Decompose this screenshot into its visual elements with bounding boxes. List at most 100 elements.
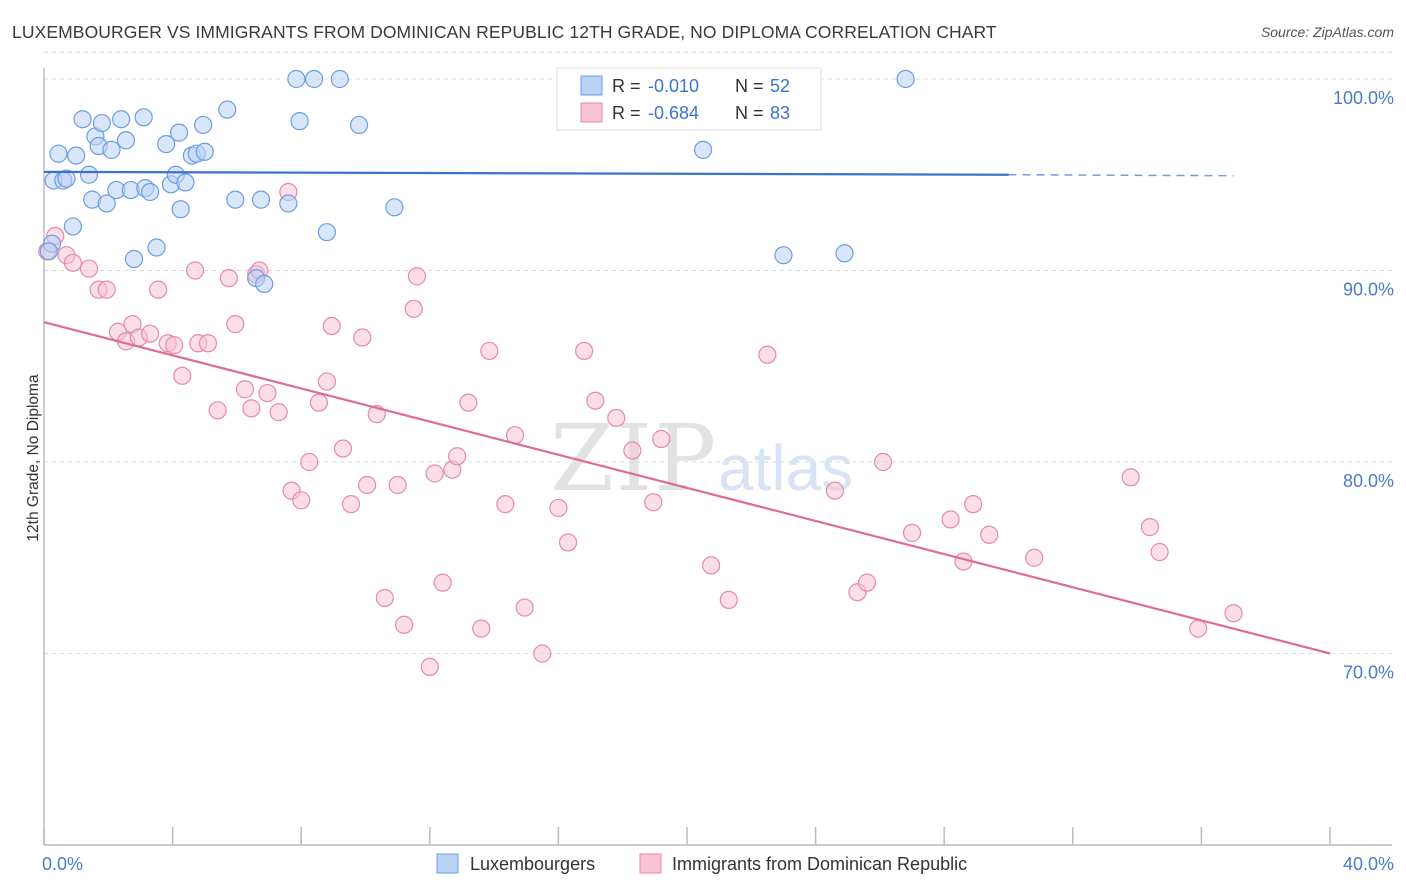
y-axis-label: 12th Grade, No Diploma	[25, 374, 42, 542]
point-immigrants-49	[448, 447, 467, 466]
bottom-legend-label-immigrants: Immigrants from Dominican Republic	[672, 854, 967, 874]
y-tick-label-3: 70.0%	[1343, 663, 1394, 683]
point-immigrants-77	[1025, 548, 1044, 567]
point-luxembourgers-6	[67, 146, 86, 165]
point-luxembourgers-17	[116, 131, 136, 150]
point-immigrants-59	[575, 341, 594, 361]
point-luxembourgers-44	[330, 69, 349, 89]
point-luxembourgers-37	[251, 190, 271, 209]
point-immigrants-70	[857, 573, 877, 592]
point-immigrants-41	[388, 475, 407, 495]
point-immigrants-78	[1121, 468, 1140, 487]
point-immigrants-33	[317, 372, 337, 391]
point-immigrants-57	[549, 498, 568, 518]
point-luxembourgers-19	[124, 249, 144, 269]
bottom-legend-swatch-pink	[639, 853, 662, 874]
point-luxembourgers-33	[195, 142, 214, 161]
point-immigrants-32	[309, 393, 328, 412]
top-legend: R = -0.010 N = 52 R = -0.684 N = 83	[556, 67, 822, 131]
y-tick-labels: 100.0% 90.0% 80.0% 70.0%	[1333, 88, 1394, 683]
y-tick-label-2: 80.0%	[1343, 471, 1394, 491]
point-luxembourgers-50	[896, 69, 915, 89]
point-immigrants-14	[165, 336, 184, 355]
point-luxembourgers-8	[79, 165, 99, 184]
point-immigrants-72	[902, 523, 922, 542]
point-immigrants-21	[226, 315, 245, 334]
point-immigrants-51	[472, 619, 491, 638]
point-immigrants-79	[1140, 518, 1160, 537]
point-immigrants-37	[353, 328, 372, 347]
point-luxembourgers-42	[304, 69, 324, 89]
point-immigrants-34	[322, 316, 341, 336]
point-immigrants-11	[140, 324, 160, 343]
point-luxembourgers-41	[290, 112, 309, 131]
legend-n-label-2: N =	[735, 103, 764, 123]
point-immigrants-82	[1224, 604, 1243, 623]
point-immigrants-61	[607, 408, 626, 428]
point-immigrants-42	[394, 615, 414, 634]
point-immigrants-68	[825, 481, 844, 500]
trend-line-luxembourgers-extension	[1008, 174, 1234, 177]
series-immigrants-points	[38, 182, 1243, 677]
point-luxembourgers-12	[92, 113, 111, 133]
point-immigrants-73	[941, 510, 960, 529]
point-immigrants-67	[758, 345, 777, 364]
point-immigrants-52	[480, 341, 499, 361]
point-immigrants-3	[63, 253, 83, 272]
point-immigrants-71	[874, 452, 893, 472]
legend-n-label-1: N =	[735, 76, 764, 96]
point-immigrants-22	[235, 380, 255, 399]
legend-r-value-1: -0.010	[648, 76, 699, 96]
point-immigrants-60	[586, 391, 605, 410]
point-immigrants-45	[420, 657, 439, 677]
point-immigrants-23	[242, 399, 261, 418]
point-luxembourgers-46	[385, 198, 404, 217]
point-luxembourgers-7	[73, 110, 92, 129]
point-luxembourgers-32	[194, 115, 213, 135]
point-luxembourgers-4	[57, 169, 76, 188]
point-immigrants-26	[258, 383, 277, 403]
legend-swatch-pink	[580, 102, 603, 123]
point-luxembourgers-20	[134, 108, 153, 127]
point-immigrants-55	[515, 598, 534, 617]
point-luxembourgers-23	[147, 238, 166, 257]
watermark: ZIP atlas	[550, 405, 853, 512]
point-immigrants-64	[652, 429, 671, 449]
point-immigrants-36	[341, 495, 361, 514]
point-immigrants-75	[964, 495, 983, 514]
point-luxembourgers-13	[97, 194, 116, 213]
point-luxembourgers-45	[349, 115, 369, 135]
point-immigrants-6	[97, 280, 116, 299]
trend-line-immigrants	[43, 321, 1331, 655]
point-immigrants-4	[79, 259, 99, 278]
legend-swatch-blue	[580, 75, 603, 96]
point-luxembourgers-43	[317, 223, 337, 242]
point-immigrants-15	[173, 366, 192, 385]
point-immigrants-30	[292, 491, 311, 510]
legend-r-value-2: -0.684	[648, 103, 699, 123]
point-luxembourgers-35	[226, 190, 245, 209]
point-luxembourgers-48	[774, 246, 793, 265]
trend-lines	[43, 170, 1331, 655]
point-immigrants-50	[459, 393, 478, 412]
point-immigrants-81	[1189, 619, 1208, 638]
point-luxembourgers-2	[49, 144, 68, 163]
point-luxembourgers-49	[835, 244, 854, 263]
point-immigrants-53	[496, 495, 515, 514]
point-immigrants-80	[1150, 542, 1169, 562]
point-immigrants-20	[219, 269, 238, 288]
point-immigrants-76	[980, 525, 999, 544]
point-immigrants-31	[300, 452, 319, 472]
point-luxembourgers-28	[171, 200, 190, 219]
point-luxembourgers-5	[63, 217, 83, 236]
legend-r-label-2: R =	[612, 103, 641, 123]
trend-line-luxembourgers	[43, 170, 1009, 176]
point-luxembourgers-40	[287, 69, 306, 89]
x-tick-label-min: 0.0%	[42, 854, 83, 874]
point-immigrants-66	[719, 590, 738, 609]
legend-r-label-1: R =	[612, 76, 641, 96]
point-immigrants-47	[433, 573, 452, 592]
x-tick-labels: 0.0% 40.0%	[42, 854, 1394, 874]
point-immigrants-43	[404, 299, 423, 318]
